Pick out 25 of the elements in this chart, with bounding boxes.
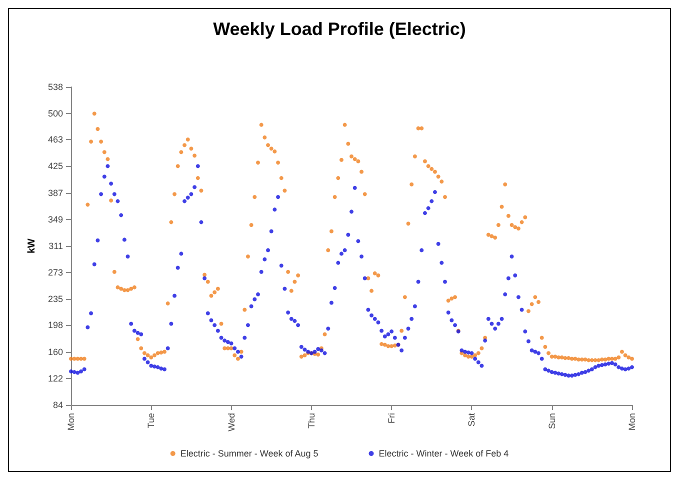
x-tick-label: Thu bbox=[306, 413, 316, 429]
y-tick-label: 84 bbox=[52, 400, 63, 410]
y-tick-label: 500 bbox=[48, 108, 63, 119]
y-tick-label: 463 bbox=[48, 134, 63, 145]
y-tick-label: 349 bbox=[48, 214, 63, 224]
x-tick-label: Fri bbox=[386, 413, 397, 424]
y-tick-label: 160 bbox=[48, 346, 63, 357]
y-tick-label: 311 bbox=[48, 241, 63, 251]
y-tick-label: 235 bbox=[48, 294, 63, 304]
y-tick-label: 122 bbox=[48, 373, 63, 384]
y-tick-label: 273 bbox=[48, 268, 63, 278]
x-tick-label: Mon bbox=[627, 413, 637, 431]
y-tick-label: 198 bbox=[48, 320, 63, 330]
y-tick-label: 387 bbox=[48, 188, 63, 198]
x-tick-label: Tue bbox=[146, 413, 156, 428]
x-tick-label: Wed bbox=[226, 413, 236, 432]
y-tick-label: 538 bbox=[48, 82, 63, 92]
x-tick-label: Sat bbox=[466, 412, 477, 427]
x-tick-label: Sun bbox=[546, 413, 557, 430]
y-axis-title: kW bbox=[26, 238, 38, 254]
chart-title: Weekly Load Profile (Electric) bbox=[213, 19, 466, 39]
legend-label: Electric - Winter - Week of Feb 4 bbox=[378, 448, 509, 458]
y-tick-label: 425 bbox=[48, 161, 63, 172]
legend-label: Electric - Summer - Week of Aug 5 bbox=[180, 448, 318, 458]
x-tick-label: Mon bbox=[66, 413, 76, 431]
